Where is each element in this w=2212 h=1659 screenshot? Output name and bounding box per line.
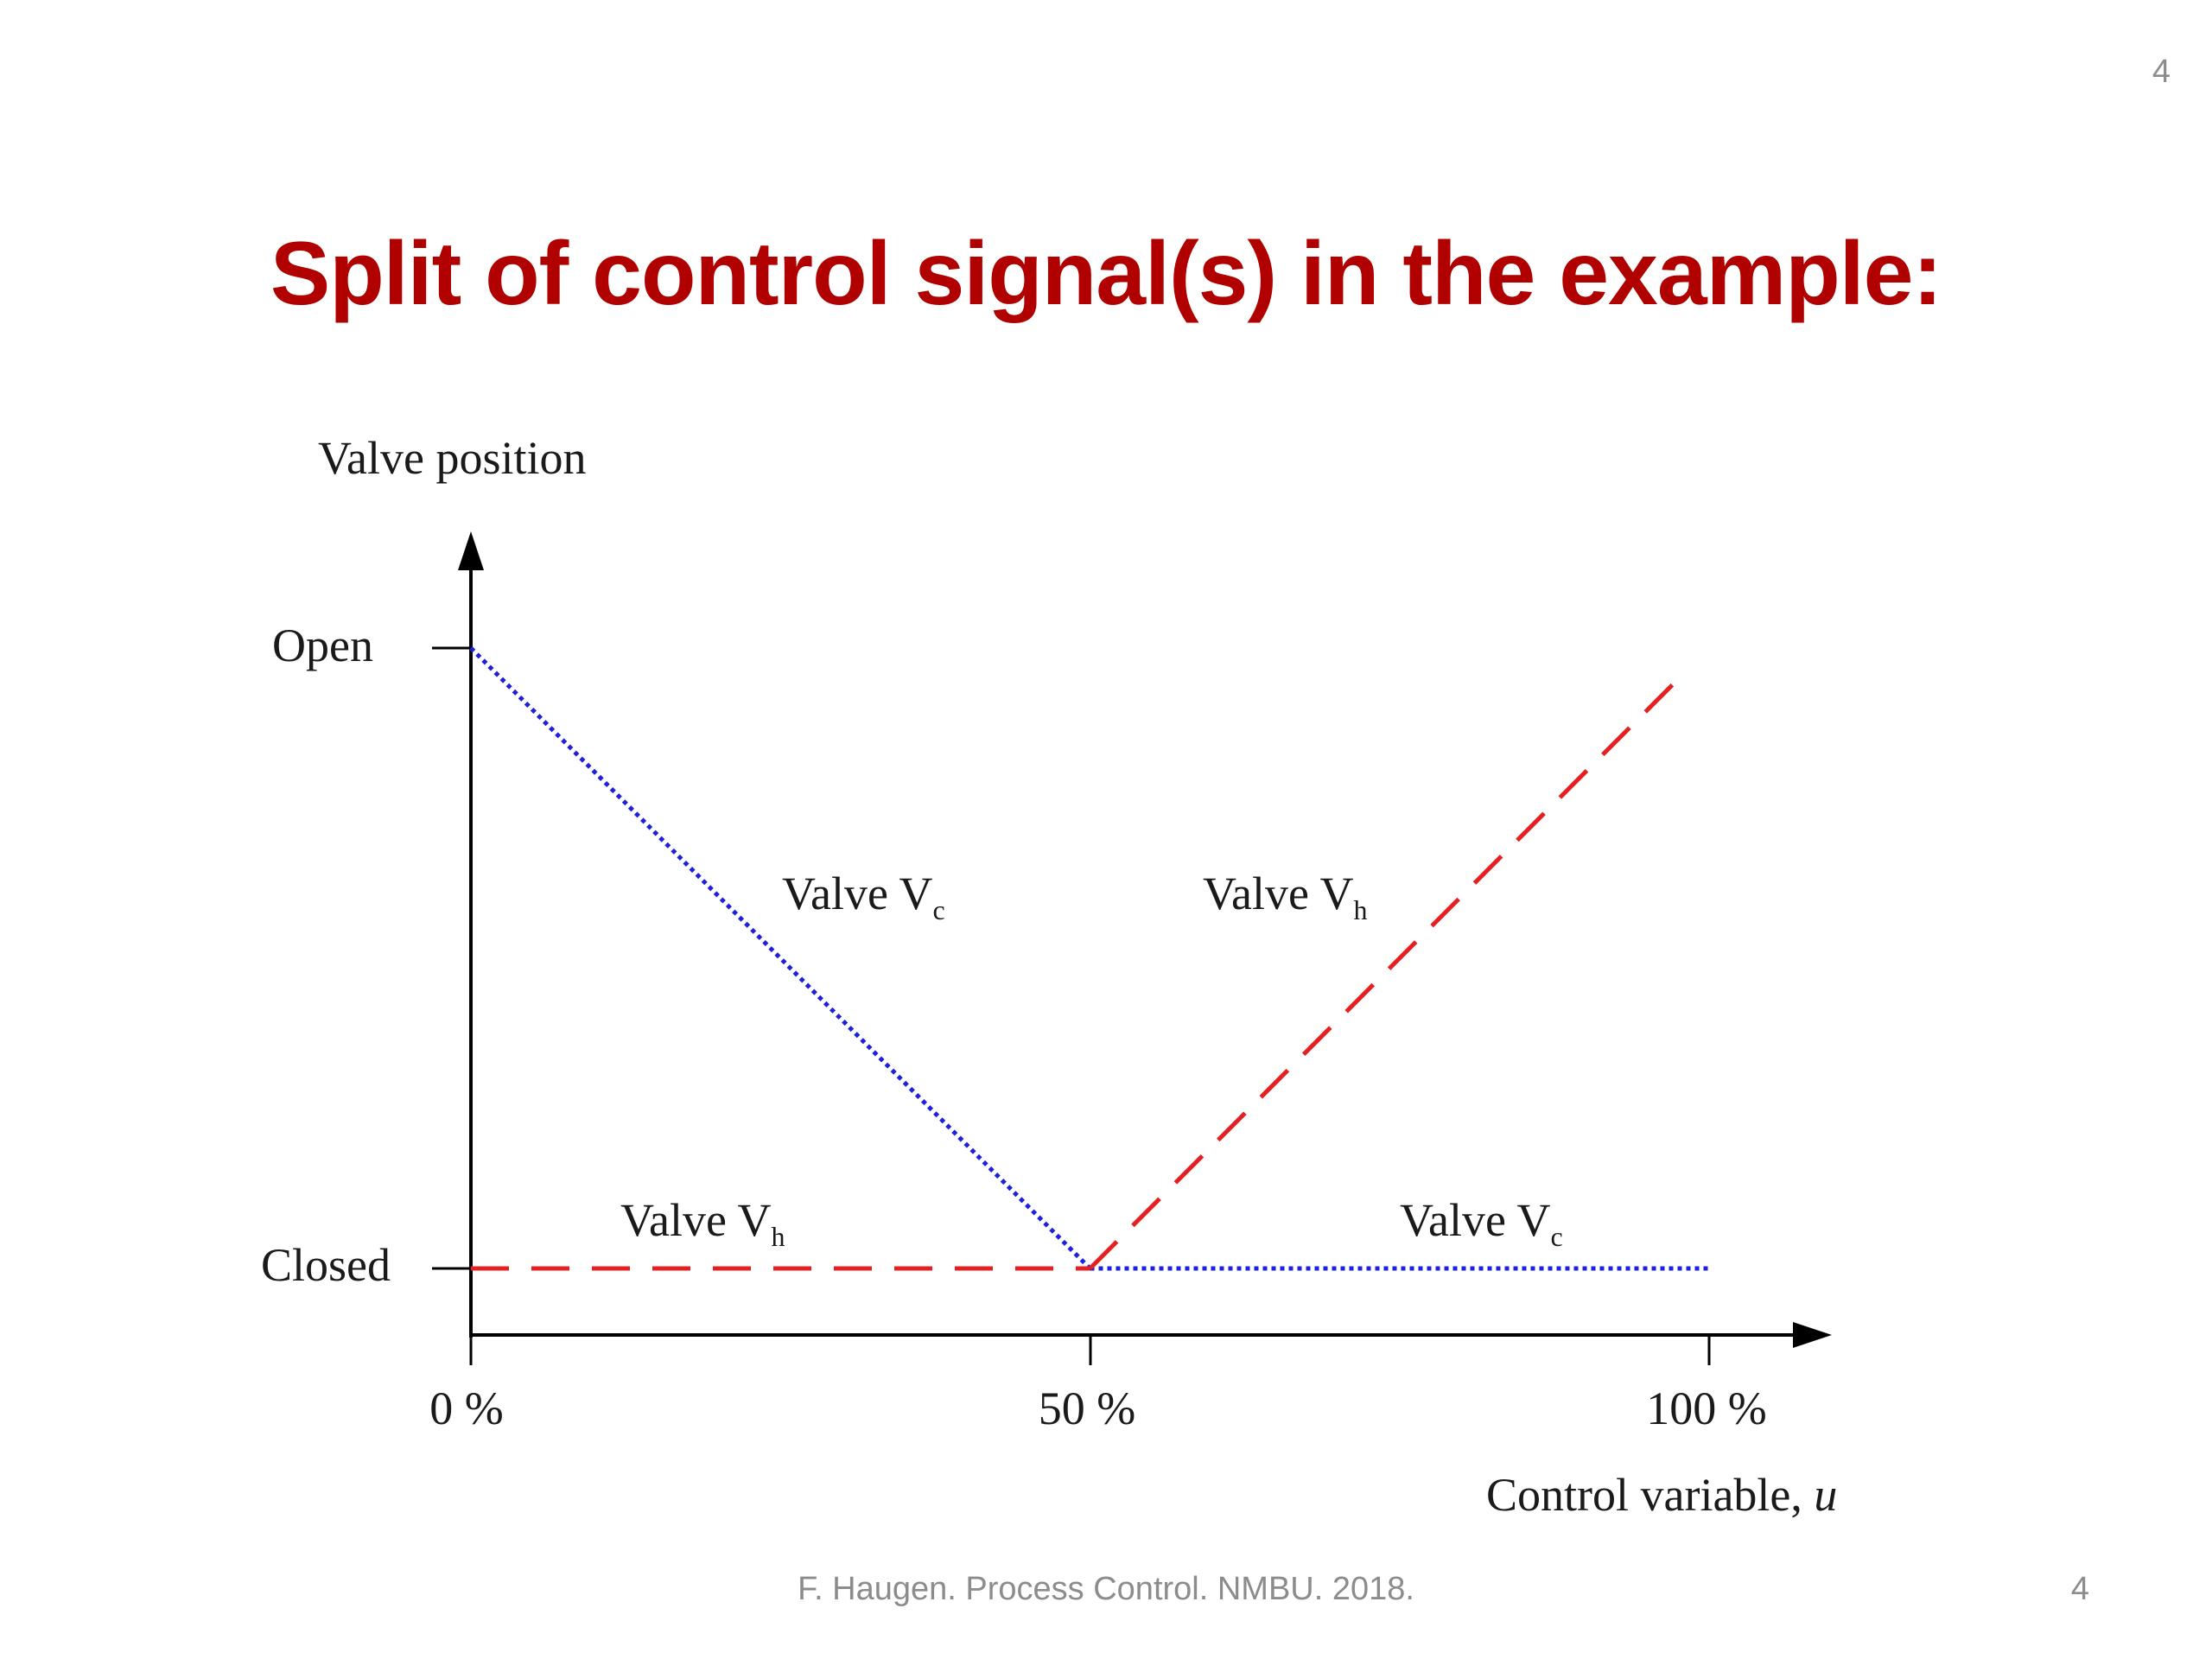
footer: F. Haugen. Process Control. NMBU. 2018. [798,1571,1414,1607]
label-valve-vh-rising: Valve Vh [1203,868,1367,925]
slide-title: Split of control signal(s) in the exampl… [270,224,1942,324]
y-axis-arrow-icon [458,531,484,570]
x-tick-label-50: 50 % [1039,1382,1135,1434]
page-number-bottom: 4 [2070,1571,2089,1607]
series-layer [469,646,1709,1271]
x-axis-label-text: Control variable, [1486,1469,1814,1521]
y-tick-label-open: Open [272,620,373,671]
x-tick-label-100: 100 % [1646,1382,1766,1434]
label-valve-vc-flat: Valve Vc [1400,1194,1563,1252]
series-0-segment-0 [469,646,1092,1270]
x-tick-label-0: 0 % [429,1382,503,1434]
series-1-segment-1 [1088,671,1687,1270]
page-number-top: 4 [2152,54,2171,90]
y-axis-label: Valve position [318,432,586,484]
label-valve-vc-falling: Valve Vc [782,868,945,925]
x-axis-label: Control variable, u [1486,1469,1837,1521]
label-valve-vh-flat: Valve Vh [620,1194,785,1252]
y-tick-label-closed: Closed [261,1239,391,1291]
x-axis-label-var: u [1814,1469,1837,1521]
x-axis-arrow-icon [1793,1322,1832,1348]
